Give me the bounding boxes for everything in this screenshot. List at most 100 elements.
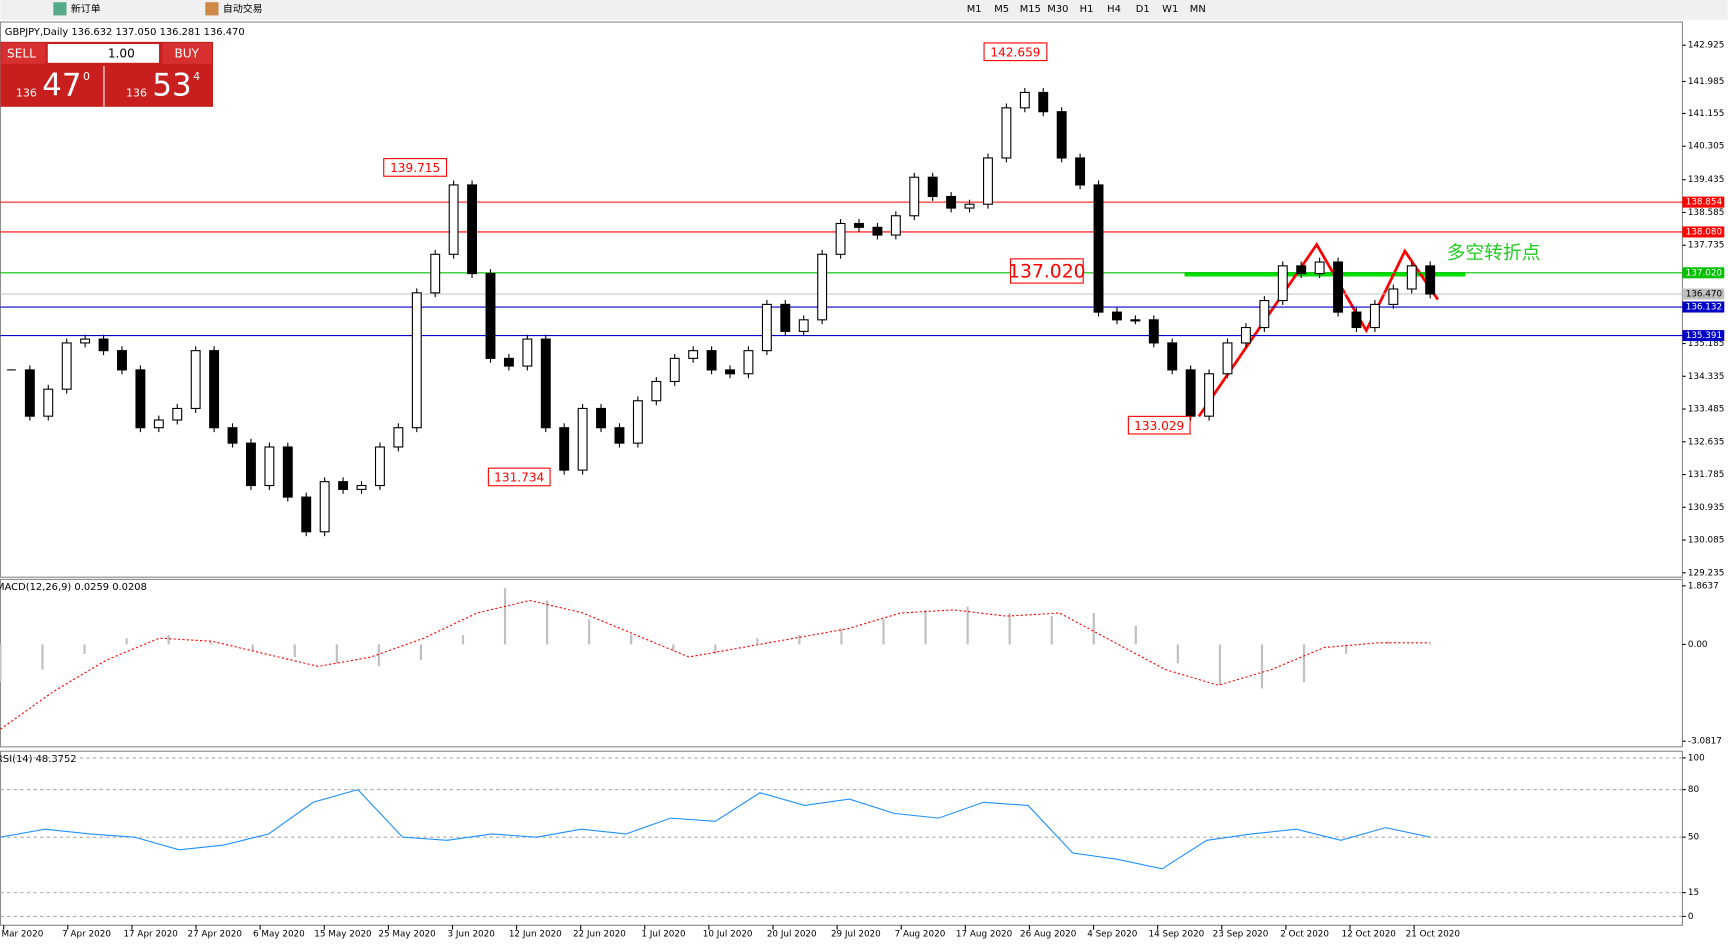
candle <box>835 222 846 255</box>
candle <box>117 350 127 371</box>
macd-bar <box>1387 641 1390 645</box>
timeframe-button[interactable]: M5 <box>994 4 1009 15</box>
x-tick-label: 17 Aug 2020 <box>956 930 1013 940</box>
macd-bar <box>798 634 801 645</box>
macd-signal <box>0 599 1431 730</box>
candle <box>374 446 385 487</box>
y-tick-label: 0.00 <box>1688 640 1708 650</box>
candle <box>559 427 570 471</box>
candle <box>1019 91 1030 109</box>
y-tick-label: 133.485 <box>1688 405 1724 415</box>
candle <box>24 369 35 417</box>
bid-big[interactable]: 136 <box>16 87 37 100</box>
price-annotation: 139.715 <box>390 161 440 175</box>
candle <box>983 157 993 205</box>
x-tick-label: 12 Jun 2020 <box>509 930 562 940</box>
candle <box>43 388 54 417</box>
candle <box>872 226 883 236</box>
new-order-icon[interactable] <box>53 2 67 16</box>
candle <box>1425 265 1436 295</box>
level-label: 138.854 <box>1686 198 1723 208</box>
candle <box>596 407 606 429</box>
x-tick-label: 7 Aug 2020 <box>895 930 946 940</box>
x-tick-label: 1 Jul 2020 <box>641 930 686 940</box>
toolbar-button[interactable]: 自动交易 <box>223 2 263 15</box>
candle <box>1314 261 1325 275</box>
timeframe-button[interactable]: H1 <box>1080 4 1094 15</box>
candle <box>282 446 293 498</box>
x-tick-label: 6 May 2020 <box>253 930 305 940</box>
bid-pips[interactable]: 47 <box>42 68 81 104</box>
x-tick-label: 7 Apr 2020 <box>62 930 111 940</box>
candle <box>172 407 183 421</box>
candle <box>964 203 975 209</box>
price-annotation-box <box>383 158 448 177</box>
candle <box>927 176 938 198</box>
candle <box>1185 369 1196 417</box>
candle <box>190 350 201 410</box>
auto-trade-icon[interactable] <box>205 2 219 16</box>
y-tick-label: 130.935 <box>1688 503 1724 513</box>
volume[interactable]: 1.00 <box>108 46 135 60</box>
timeframe-button[interactable]: D1 <box>1136 4 1150 15</box>
candle <box>614 427 625 444</box>
macd-bar <box>882 619 885 645</box>
macd-bar <box>1176 644 1179 664</box>
x-tick-label: 22 Jun 2020 <box>573 930 626 940</box>
price-annotation-box <box>487 467 551 487</box>
rsi-line <box>0 788 1431 870</box>
candle <box>1333 261 1344 313</box>
candle <box>1001 107 1012 159</box>
y-tick-label: 134.335 <box>1688 372 1724 382</box>
candle <box>1388 288 1399 305</box>
sell-label[interactable]: SELL <box>7 46 36 60</box>
macd-bar <box>335 644 338 664</box>
sell-button[interactable] <box>1 42 46 64</box>
timeframe-button[interactable]: M1 <box>967 4 982 15</box>
timeframe-button[interactable]: W1 <box>1162 4 1178 15</box>
pivot-annotation: 多空转折点 <box>1447 243 1541 264</box>
y-tick-label: 141.985 <box>1688 77 1724 87</box>
y-tick-label: 80 <box>1688 785 1700 795</box>
timeframe-button[interactable]: M30 <box>1047 4 1068 15</box>
x-tick-label: 20 Jul 2020 <box>767 930 817 940</box>
y-tick-label: 15 <box>1688 888 1699 898</box>
level-label: 137.020 <box>1686 268 1723 278</box>
candle <box>98 338 109 352</box>
macd-bar <box>1092 613 1095 645</box>
buy-button[interactable] <box>162 42 212 64</box>
volume-box[interactable] <box>47 44 160 63</box>
macd-bar <box>630 634 633 645</box>
level-tag <box>1682 226 1725 238</box>
toolbar-button[interactable]: 新订单 <box>71 2 101 15</box>
toolbar <box>0 0 1728 20</box>
timeframe-button[interactable]: M15 <box>1020 4 1041 15</box>
ask-sup[interactable]: 4 <box>193 70 200 83</box>
candle <box>1296 265 1307 275</box>
macd-panel <box>0 578 1683 748</box>
candle <box>61 342 72 390</box>
y-tick-label: 141.155 <box>1688 109 1724 119</box>
timeframe-button[interactable]: H4 <box>1107 4 1121 15</box>
timeframe-button[interactable]: MN <box>1190 4 1206 15</box>
level-label: 138.080 <box>1686 227 1723 237</box>
macd-bar <box>545 600 549 645</box>
ask-big[interactable]: 136 <box>126 87 147 100</box>
main-panel <box>0 21 1683 578</box>
candle <box>632 400 643 444</box>
candle <box>817 253 828 321</box>
rsi-title: RSI(14) 48.3752 <box>0 754 77 765</box>
y-tick-label: 139.435 <box>1688 175 1724 185</box>
bid-sup[interactable]: 0 <box>83 70 90 83</box>
macd-bar <box>966 606 969 645</box>
candle <box>854 222 864 228</box>
candle <box>1148 319 1159 344</box>
buy-label[interactable]: BUY <box>174 46 199 60</box>
level-tag <box>1682 301 1725 313</box>
candle <box>245 442 256 487</box>
candle <box>1222 342 1233 375</box>
candle <box>503 357 514 367</box>
ask-pips[interactable]: 53 <box>152 68 191 104</box>
